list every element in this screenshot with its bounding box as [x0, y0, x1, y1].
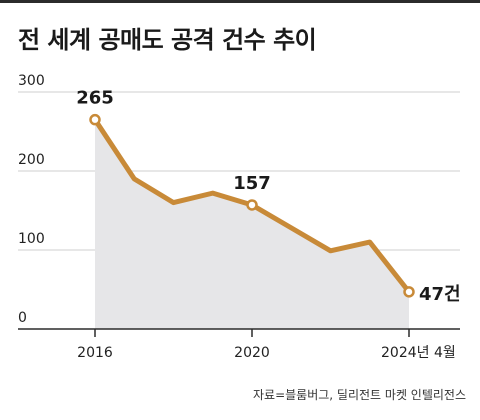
area-fill: [95, 119, 409, 330]
source-note: 자료=블룸버그, 딜리전트 마켓 인텔리전스: [253, 388, 466, 402]
data-label: 157: [233, 173, 271, 194]
y-tick-label: 300: [18, 73, 45, 89]
data-label: 265: [76, 88, 114, 109]
x-tick-label: 2020: [234, 345, 270, 361]
data-label: 47건: [419, 284, 461, 305]
y-tick-label: 0: [18, 310, 27, 326]
x-tick-label: 2016: [77, 345, 113, 361]
ticks-layer: 0 100 200 300 2016 2020 2024년 4월: [18, 73, 460, 361]
points-layer: [89, 113, 415, 298]
y-tick-label: 100: [18, 231, 45, 247]
labels-layer: 265 157 47건: [76, 88, 460, 305]
data-point-marker: [89, 113, 101, 126]
data-point-marker: [246, 199, 258, 211]
x-tick-label: 2024년 4월: [381, 345, 456, 361]
top-rule: [0, 0, 480, 3]
chart-title: 전 세계 공매도 공격 건수 추이: [18, 26, 317, 54]
data-point-marker: [403, 286, 415, 298]
y-tick-label: 200: [18, 152, 45, 168]
